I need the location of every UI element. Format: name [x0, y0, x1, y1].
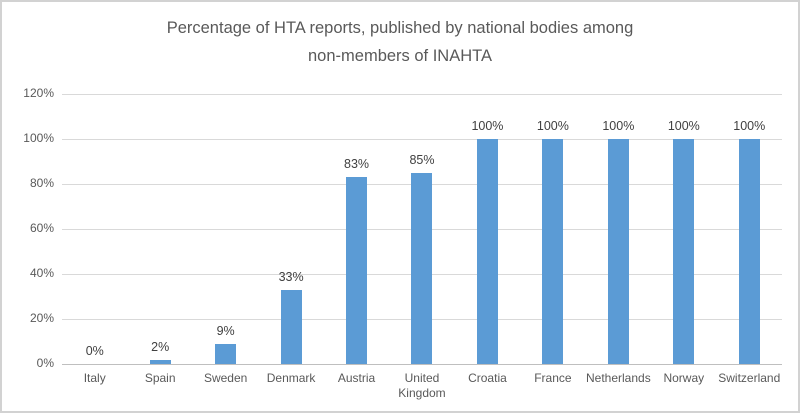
- y-tick-label: 20%: [29, 311, 54, 325]
- gridline: [62, 94, 782, 95]
- x-tick-label: France: [534, 371, 572, 385]
- bar[interactable]: [738, 139, 760, 364]
- bar-column: 85%: [389, 94, 454, 364]
- bar-column: 9%: [193, 94, 258, 364]
- chart-title-line-2: non-members of INAHTA: [308, 47, 492, 65]
- bar-column: 100%: [717, 94, 782, 364]
- bar-column: 0%: [62, 94, 127, 364]
- bar[interactable]: [542, 139, 564, 364]
- bar-column: 2%: [127, 94, 192, 364]
- bar[interactable]: [149, 359, 171, 364]
- bar-column: 100%: [455, 94, 520, 364]
- bar[interactable]: [607, 139, 629, 364]
- x-tick-label: Netherlands: [585, 371, 651, 385]
- bar-value-label: 100%: [536, 119, 569, 133]
- y-tick-label: 80%: [29, 176, 54, 190]
- bar-value-label: 100%: [667, 119, 700, 133]
- bar[interactable]: [346, 177, 368, 364]
- x-tick-label: Austria: [337, 371, 376, 385]
- y-tick-label: 60%: [29, 221, 54, 235]
- bar-column: 100%: [651, 94, 716, 364]
- bar-value-label: 83%: [344, 157, 370, 172]
- bar[interactable]: [411, 172, 433, 364]
- bar-column: 100%: [586, 94, 651, 364]
- x-tick-label: Norway: [663, 371, 705, 385]
- x-tick-label: Denmark: [266, 371, 316, 385]
- bar-column: 33%: [258, 94, 323, 364]
- x-axis-line: [62, 364, 782, 365]
- bar[interactable]: [673, 139, 695, 364]
- x-axis: Italy Spain Sweden Denmark Austria United Kin…: [62, 371, 782, 401]
- bar-column: 100%: [520, 94, 585, 364]
- y-tick-label: 40%: [29, 266, 54, 280]
- bar-value-label: 100%: [602, 119, 635, 133]
- bar-value-label: 100%: [733, 119, 766, 133]
- bar-series: 0% 2% 9% 33% 83% 85% 100% 100% 100% 100% 100%: [62, 94, 782, 364]
- x-tick-label: Switzerland: [718, 371, 781, 385]
- y-tick-label: 120%: [23, 86, 54, 100]
- bar-value-label: 2%: [151, 339, 170, 354]
- x-tick-label: Croatia: [468, 371, 507, 385]
- x-tick-label: United Kingdom: [398, 371, 446, 400]
- y-axis: 0% 20% 40% 60% 80% 100% 120%: [2, 2, 54, 411]
- x-tick-label: Italy: [83, 371, 106, 385]
- bar[interactable]: [215, 343, 237, 364]
- bar[interactable]: [476, 139, 498, 364]
- bar-value-label: 100%: [471, 119, 504, 133]
- bar-value-label: 85%: [409, 152, 435, 167]
- bar-value-label: 33%: [278, 269, 304, 284]
- bar-column: 83%: [324, 94, 389, 364]
- bar-value-label: 9%: [216, 323, 235, 338]
- x-tick-label: Sweden: [203, 371, 248, 385]
- bar[interactable]: [280, 289, 302, 364]
- bar-value-label: 0%: [85, 344, 104, 358]
- y-tick-label: 100%: [23, 131, 54, 145]
- gridline: [62, 139, 782, 140]
- y-tick-label: 0%: [36, 356, 54, 370]
- chart-title-line-1: Percentage of HTA reports, published by …: [166, 19, 634, 37]
- chart-title: Percentage of HTA reports, published by …: [2, 14, 798, 70]
- x-tick-label: Spain: [144, 371, 176, 385]
